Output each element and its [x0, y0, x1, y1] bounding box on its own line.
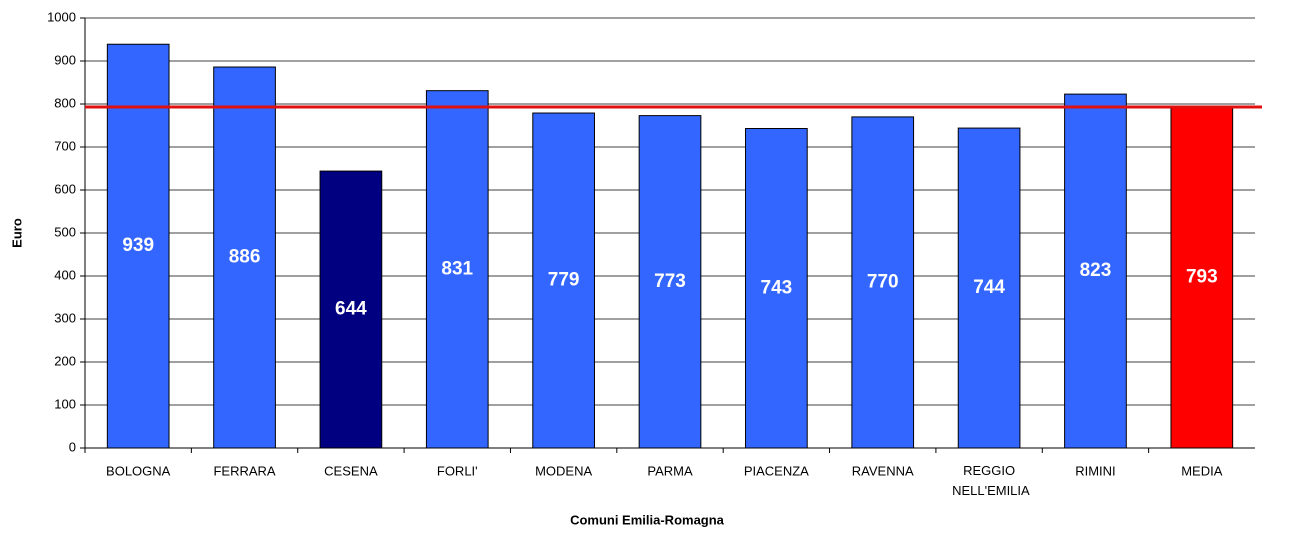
value-label: 644	[335, 299, 367, 320]
bar	[106, 43, 170, 449]
bar	[1170, 106, 1234, 449]
value-label: 793	[1186, 267, 1218, 288]
bar	[425, 90, 489, 449]
value-label: 886	[229, 247, 261, 268]
value-label: 743	[761, 277, 793, 298]
x-tick-label: PIACENZA	[744, 463, 809, 478]
bar	[745, 128, 808, 449]
value-label: 773	[654, 271, 686, 292]
x-tick-label: FORLI'	[437, 463, 478, 478]
bar	[213, 66, 276, 449]
x-tick-label: BOLOGNA	[106, 463, 171, 478]
x-tick-label: PARMA	[647, 463, 693, 478]
bar	[851, 116, 915, 449]
x-tick-label: RAVENNA	[852, 463, 914, 478]
x-tick-label: CESENA	[324, 463, 378, 478]
bar	[638, 115, 702, 449]
bar	[957, 127, 1021, 449]
y-axis-title: Euro	[9, 218, 24, 248]
x-tick-label: RIMINI	[1075, 463, 1115, 478]
bar	[1064, 93, 1127, 449]
y-tick-label: 400	[54, 267, 76, 282]
y-tick-label: 900	[54, 52, 76, 67]
y-tick-label: 500	[54, 224, 76, 239]
y-tick-label: 300	[54, 310, 76, 325]
x-tick-label: MEDIA	[1181, 463, 1223, 478]
value-label: 779	[548, 270, 580, 291]
y-tick-label: 800	[54, 95, 76, 110]
y-tick-label: 100	[54, 396, 76, 411]
x-axis-title: Comuni Emilia-Romagna	[570, 512, 725, 527]
y-tick-label: 700	[54, 138, 76, 153]
value-label: 770	[867, 271, 899, 292]
y-tick-label: 1000	[47, 9, 76, 24]
value-label: 939	[122, 235, 154, 256]
x-tick-label: MODENA	[535, 463, 592, 478]
value-label: 744	[973, 277, 1005, 298]
y-tick-label: 0	[69, 439, 76, 454]
y-tick-label: 600	[54, 181, 76, 196]
value-label: 831	[441, 258, 473, 279]
y-tick-label: 200	[54, 353, 76, 368]
x-tick-label: REGGIO NELL'EMILIA	[948, 463, 1030, 498]
value-label: 823	[1080, 260, 1112, 281]
x-tick-label: FERRARA	[213, 463, 275, 478]
bar	[532, 112, 595, 449]
